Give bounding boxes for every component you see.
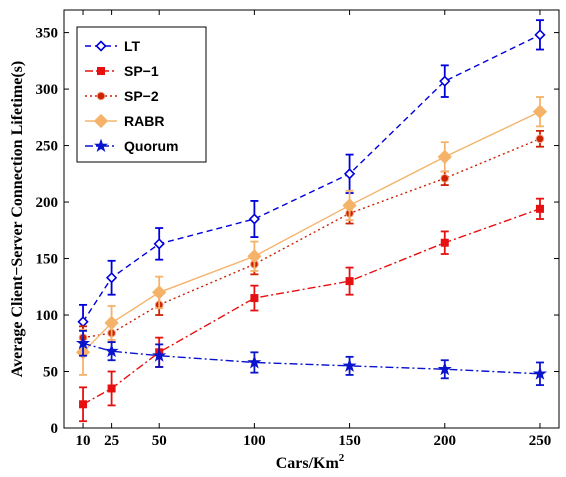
series-2 <box>78 129 545 350</box>
legend-label: RABR <box>124 113 164 129</box>
legend-label: Quorum <box>124 138 178 154</box>
data-point <box>342 198 357 213</box>
x-tick-label: 10 <box>76 433 91 449</box>
data-point <box>534 29 546 41</box>
legend-label: LT <box>124 38 141 54</box>
x-axis-title-text: Cars/Km <box>276 455 340 472</box>
y-tick-label: 0 <box>51 421 59 437</box>
data-point <box>152 285 167 300</box>
legend-marker <box>97 67 105 75</box>
x-tick-label: 100 <box>243 433 266 449</box>
data-point <box>439 75 451 87</box>
x-tick-label: 150 <box>338 433 361 449</box>
legend-marker <box>96 91 106 101</box>
data-point <box>535 134 545 144</box>
x-tick-label: 250 <box>529 433 552 449</box>
legend-entry-1: SP−1 <box>85 63 159 79</box>
y-axis-title: Average Client−Server Connection Lifetim… <box>9 61 26 377</box>
y-tick-label: 150 <box>36 252 59 268</box>
legend-entry-4: Quorum <box>85 138 178 154</box>
data-point <box>440 174 450 183</box>
series-line <box>82 208 541 405</box>
data-point <box>75 335 91 350</box>
series-layer <box>75 19 548 423</box>
legend-label: SP−1 <box>124 63 159 79</box>
legend-box <box>76 26 207 163</box>
legend-marker <box>93 113 109 129</box>
legend-marker <box>93 138 109 152</box>
y-tick-label: 250 <box>36 139 59 155</box>
y-tick-label: 300 <box>36 82 59 98</box>
data-point <box>104 315 119 331</box>
legend-entry-2: SP−2 <box>85 88 159 104</box>
series-line <box>82 138 541 339</box>
plot-frame <box>63 9 560 429</box>
data-point <box>152 348 167 362</box>
data-point <box>535 204 544 213</box>
y-tick-label: 350 <box>36 26 59 42</box>
data-point <box>153 238 165 250</box>
data-point <box>248 213 261 225</box>
series-4 <box>75 329 548 386</box>
series-0 <box>77 19 546 340</box>
data-point <box>345 277 354 286</box>
legend-label: SP−2 <box>124 88 159 104</box>
data-point <box>437 149 452 164</box>
data-point <box>247 249 262 264</box>
data-point <box>77 316 89 328</box>
data-point <box>104 343 119 358</box>
ticks: 10 25 50 100 150 200 250 0 50 100 150 200 250 300 350 <box>36 10 559 449</box>
legend-entry-3: RABR <box>85 113 164 129</box>
legend-marker <box>95 40 107 52</box>
x-tick-label: 200 <box>434 433 457 449</box>
x-axis-title-superscript: 2 <box>339 452 345 464</box>
series-1 <box>79 197 544 423</box>
x-tick-label: 50 <box>152 433 167 449</box>
legend: LT SP−1 SP−2 RABR Quorum <box>76 26 207 163</box>
data-point <box>437 361 452 376</box>
y-tick-label: 50 <box>43 365 58 381</box>
data-point <box>532 366 548 380</box>
legend-entry-0: LT <box>85 38 141 54</box>
data-point <box>440 238 449 247</box>
y-tick-label: 100 <box>36 308 59 324</box>
data-point <box>250 294 259 303</box>
data-point <box>532 104 548 119</box>
data-point <box>79 400 88 409</box>
data-point <box>247 355 262 369</box>
data-point <box>343 168 356 180</box>
data-point <box>342 358 357 372</box>
data-point <box>107 384 116 393</box>
y-tick-label: 200 <box>36 195 59 211</box>
x-axis-title: Cars/Km2 <box>276 452 345 472</box>
x-tick-label: 25 <box>104 433 119 449</box>
data-point <box>105 272 118 284</box>
